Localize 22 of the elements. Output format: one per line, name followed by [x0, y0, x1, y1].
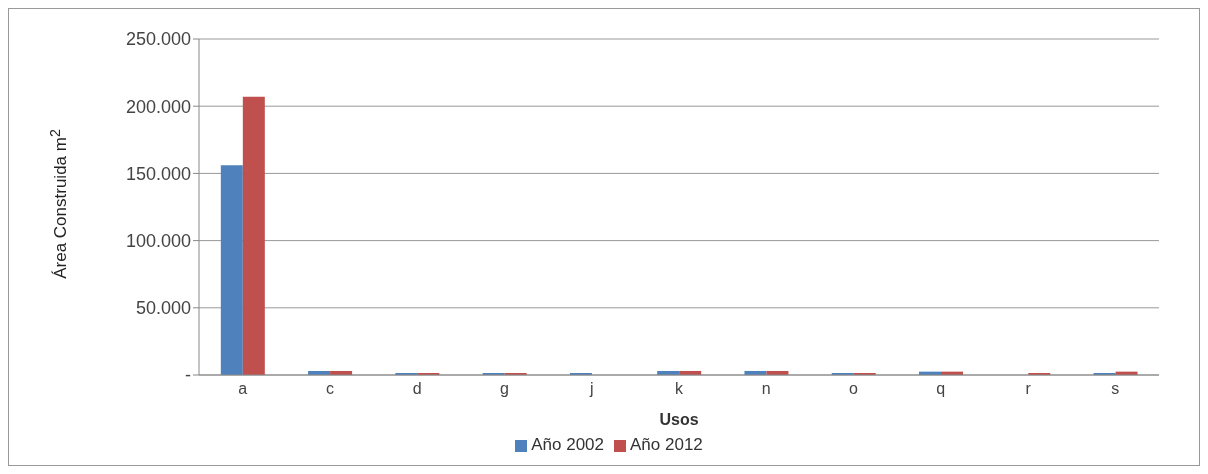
x-tick-label: s	[1111, 380, 1120, 398]
x-tick-label: j	[588, 380, 594, 398]
y-tick-label: 50.000	[135, 298, 191, 319]
bar	[220, 165, 243, 375]
x-tick-label: k	[675, 380, 684, 398]
y-tick-label: 250.000	[125, 29, 191, 50]
legend-label: Año 2012	[630, 435, 703, 454]
x-tick-label: q	[936, 380, 946, 398]
x-tick-label: d	[412, 380, 422, 398]
x-tick-label: o	[849, 380, 859, 398]
x-tick-label: c	[325, 380, 334, 398]
y-tick-label: 150.000	[125, 163, 191, 184]
x-tick-label: a	[238, 380, 248, 398]
x-tick-label: g	[500, 380, 509, 398]
y-tick-label: -	[185, 365, 191, 386]
bar	[242, 96, 265, 375]
legend-label: Año 2002	[531, 435, 604, 454]
y-tick-label: 200.000	[125, 96, 191, 117]
x-tick-label: r	[1025, 380, 1032, 398]
x-tick-label: n	[761, 380, 771, 398]
x-axis-title: Usos	[659, 411, 699, 428]
y-tick-label: 100.000	[125, 230, 191, 251]
